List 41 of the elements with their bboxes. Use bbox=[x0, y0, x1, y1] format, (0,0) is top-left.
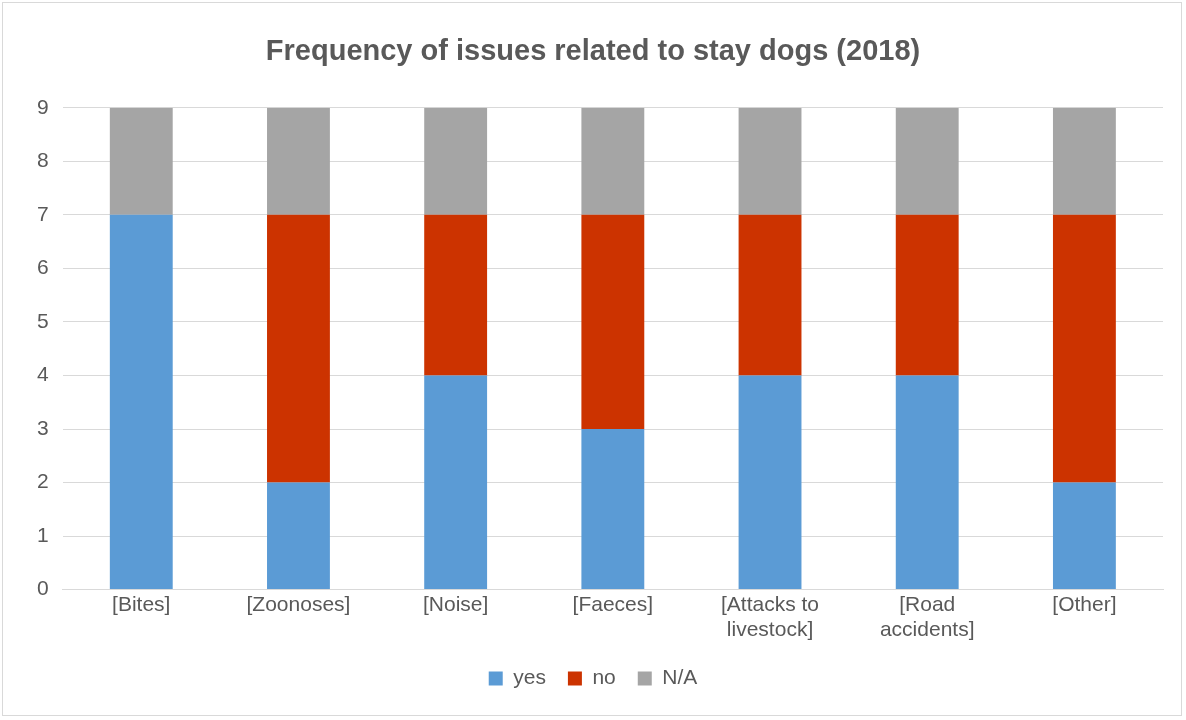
y-tick-label: 3 bbox=[36, 415, 49, 439]
y-tick-label: 6 bbox=[36, 255, 49, 279]
legend-label: no bbox=[592, 665, 616, 689]
x-tick-label: [Faeces] bbox=[572, 592, 654, 615]
legend-label: N/A bbox=[662, 665, 698, 689]
bar bbox=[109, 107, 173, 215]
bar bbox=[895, 214, 959, 376]
x-tick-label: [Attacks to livestock] bbox=[721, 592, 820, 641]
bar bbox=[267, 107, 330, 215]
bar bbox=[581, 107, 645, 215]
legend-label: yes bbox=[513, 665, 546, 689]
bar bbox=[738, 214, 802, 376]
bar bbox=[267, 482, 330, 590]
bar bbox=[895, 107, 959, 215]
x-tick-label: [Bites] bbox=[112, 592, 171, 615]
bar bbox=[109, 214, 173, 590]
bar bbox=[738, 107, 802, 215]
y-tick-label: 5 bbox=[36, 308, 49, 332]
y-tick-label: 7 bbox=[36, 201, 49, 225]
bar bbox=[1052, 107, 1116, 215]
y-tick-label: 0 bbox=[36, 576, 49, 600]
bar bbox=[581, 429, 645, 590]
y-tick-label: 2 bbox=[36, 469, 49, 493]
bar bbox=[424, 107, 488, 215]
x-tick-label: [Road accidents] bbox=[879, 592, 975, 641]
y-tick-label: 4 bbox=[36, 362, 49, 386]
bar bbox=[267, 214, 330, 483]
bar bbox=[424, 214, 488, 376]
x-tick-label: [Other] bbox=[1052, 592, 1117, 615]
bar bbox=[424, 375, 488, 590]
y-tick-label: 8 bbox=[36, 148, 49, 172]
chart-title: Frequency of issues related to stay dogs (2018) bbox=[265, 34, 921, 67]
x-tick-label: [Zoonoses] bbox=[246, 592, 351, 615]
bar bbox=[738, 375, 802, 590]
y-tick-label: 1 bbox=[36, 522, 49, 546]
bar bbox=[581, 214, 645, 429]
y-tick-label: 9 bbox=[36, 94, 49, 118]
bar bbox=[1052, 214, 1116, 483]
bar bbox=[895, 375, 959, 590]
bar bbox=[1052, 482, 1116, 590]
x-tick-label: [Noise] bbox=[422, 592, 489, 615]
